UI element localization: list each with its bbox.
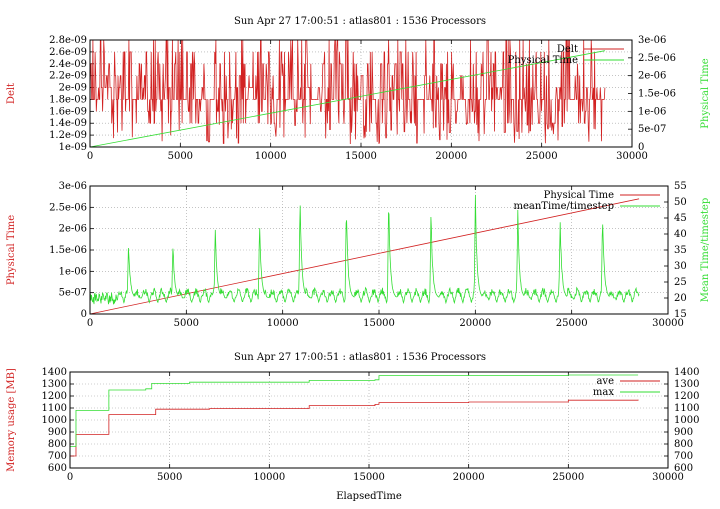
series-line-ave	[70, 399, 639, 457]
legend-label-max: max	[593, 387, 614, 398]
y-tick-label: 2.2e-09	[49, 71, 87, 82]
legend-label-physical-time: Physical Time	[544, 190, 614, 201]
x-tick-label: 10000	[255, 151, 287, 162]
y-tick-label: 1300	[42, 379, 67, 390]
y-tick-label: 900	[48, 427, 67, 438]
y2-tick-label: 1400	[674, 367, 699, 378]
x-tick-label: 10000	[253, 472, 285, 483]
x-tick-label: 15000	[353, 472, 385, 483]
plot-frame	[69, 371, 669, 469]
x-tick-label: 15000	[345, 151, 377, 162]
y-tick-label: 3e-06	[59, 181, 87, 192]
y-axis-label: Delt	[6, 83, 17, 104]
y-tick-label: 1.5e-06	[49, 245, 87, 256]
x-axis-label: ElapsedTime	[336, 491, 402, 502]
y-tick-label: 2e-09	[59, 83, 87, 94]
legend-label-ave: ave	[596, 376, 614, 387]
y2-tick-label: 20	[674, 293, 687, 304]
y2-tick-label: 1.5e-06	[638, 89, 676, 100]
legend-label-meantime-timestep: meanTime/timestep	[513, 201, 614, 212]
plot-frame	[89, 39, 633, 148]
y2-tick-label: 50	[674, 197, 687, 208]
y-tick-label: 1.8e-09	[49, 94, 87, 105]
y2-tick-label: 1e-06	[638, 106, 666, 117]
plot-frame	[89, 185, 669, 315]
y-tick-label: 1e-09	[59, 142, 87, 153]
y2-tick-label: 1200	[674, 391, 699, 402]
legend-label-physical-time: Physical Time	[508, 55, 578, 66]
y-tick-label: 2.6e-09	[49, 47, 87, 58]
y-tick-label: 1e-06	[59, 266, 87, 277]
y2-tick-label: 2.5e-06	[638, 53, 676, 64]
y2-tick-label: 55	[674, 181, 687, 192]
y-tick-label: 1.2e-09	[49, 130, 87, 141]
y-tick-label: 5e-07	[59, 288, 87, 299]
y-tick-label: 2.8e-09	[49, 35, 87, 46]
y-tick-label: 1100	[42, 403, 67, 414]
y-axis-label: Physical Time	[6, 215, 17, 285]
y-axis-label: Memory usage [MB]	[6, 368, 17, 472]
y2-tick-label: 600	[674, 463, 693, 474]
y2-tick-label: 900	[674, 427, 693, 438]
x-tick-label: 0	[87, 151, 93, 162]
x-tick-label: 20000	[453, 472, 485, 483]
x-tick-label: 5000	[168, 151, 193, 162]
y-tick-label: 2.5e-06	[49, 202, 87, 213]
y-tick-label: 1000	[42, 415, 67, 426]
x-tick-label: 25000	[552, 472, 584, 483]
y2-tick-label: 3e-06	[638, 35, 666, 46]
x-tick-label: 25000	[526, 151, 558, 162]
y-tick-label: 2.4e-09	[49, 59, 87, 70]
y-tick-label: 1.4e-09	[49, 118, 87, 129]
y-tick-label: 800	[48, 439, 67, 450]
y2-tick-label: 800	[674, 439, 693, 450]
y-tick-label: 0	[81, 309, 87, 320]
y2-axis-label: Physical Time	[700, 58, 711, 128]
x-tick-label: 30000	[616, 151, 648, 162]
x-tick-label: 5000	[174, 318, 199, 329]
chart-title-top: Sun Apr 27 17:00:51 : atlas801 : 1536 Pr…	[234, 16, 486, 27]
x-tick-label: 10000	[267, 318, 299, 329]
y2-tick-label: 1000	[674, 415, 699, 426]
x-tick-label: 30000	[652, 318, 684, 329]
x-tick-label: 0	[67, 472, 73, 483]
y-tick-label: 600	[48, 463, 67, 474]
y2-tick-label: 25	[674, 277, 687, 288]
y2-tick-label: 2e-06	[638, 71, 666, 82]
y-tick-label: 1400	[42, 367, 67, 378]
y2-tick-label: 1300	[674, 379, 699, 390]
series-line-max	[70, 374, 639, 447]
y-tick-label: 700	[48, 451, 67, 462]
series-line-delt	[90, 40, 606, 145]
y-tick-label: 1200	[42, 391, 67, 402]
y2-tick-label: 30	[674, 261, 687, 272]
legend-label-delt: Delt	[557, 44, 578, 55]
x-tick-label: 20000	[435, 151, 467, 162]
series-line-physical-time	[90, 50, 605, 147]
y2-tick-label: 45	[674, 213, 687, 224]
chart-title-bottom: Sun Apr 27 17:00:51 : atlas801 : 1536 Pr…	[234, 352, 486, 363]
y2-tick-label: 1100	[674, 403, 699, 414]
y2-tick-label: 40	[674, 229, 687, 240]
x-tick-label: 20000	[459, 318, 491, 329]
x-tick-label: 0	[87, 318, 93, 329]
x-tick-label: 5000	[157, 472, 182, 483]
y2-tick-label: 15	[674, 309, 687, 320]
x-tick-label: 25000	[556, 318, 588, 329]
series-line-meantime-timestep	[90, 194, 640, 305]
y2-tick-label: 0	[638, 142, 644, 153]
y-tick-label: 1.6e-09	[49, 106, 87, 117]
y-tick-label: 2e-06	[59, 224, 87, 235]
x-tick-label: 30000	[652, 472, 684, 483]
y2-axis-label: Mean Time/timestep	[700, 198, 711, 302]
y2-tick-label: 700	[674, 451, 693, 462]
y2-tick-label: 5e-07	[638, 124, 666, 135]
y2-tick-label: 35	[674, 245, 687, 256]
x-tick-label: 15000	[363, 318, 395, 329]
